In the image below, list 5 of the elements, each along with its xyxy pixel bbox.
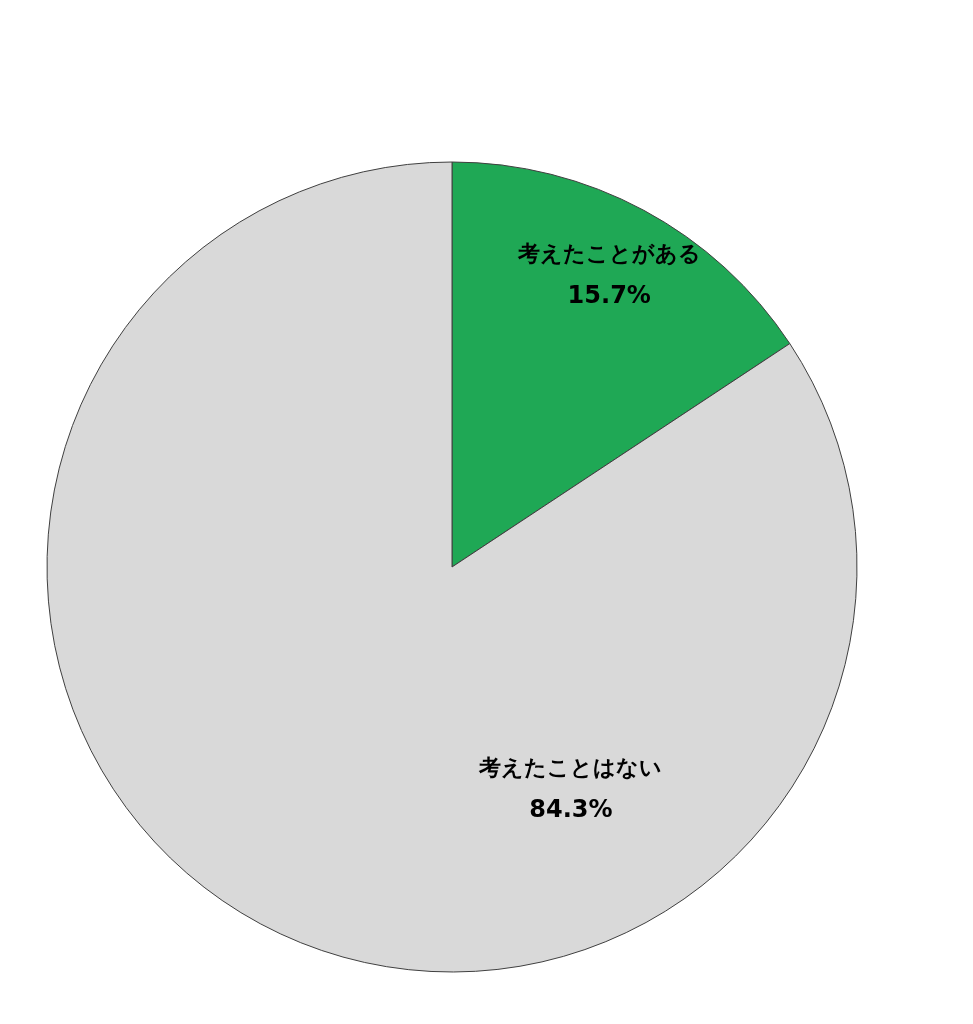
slice-label: 考えたことはない	[478, 755, 663, 781]
data-label: 84.3%	[529, 795, 613, 824]
pie-slice	[46, 161, 857, 973]
slice-label: 考えたことがある	[516, 241, 701, 267]
data-label: 15.7%	[567, 281, 651, 310]
